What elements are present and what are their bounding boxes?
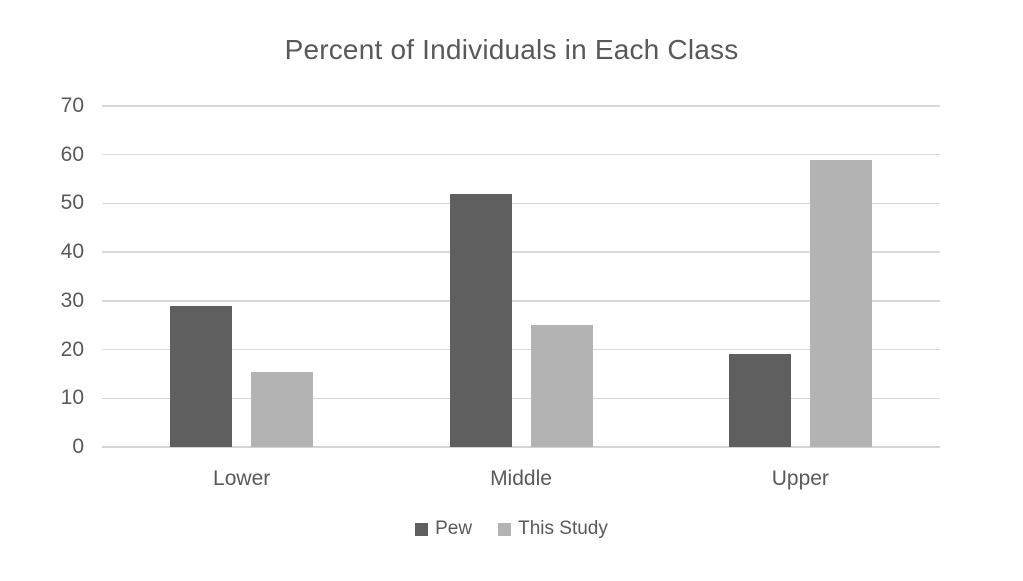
legend-swatch-this-study-icon xyxy=(498,522,512,536)
y-tick-label-10: 10 xyxy=(60,386,84,410)
y-gridline-40 xyxy=(102,251,940,253)
legend-label-pew: Pew xyxy=(435,518,473,539)
plot-area xyxy=(102,105,940,448)
y-tick-label-0: 0 xyxy=(72,435,84,458)
x-category-label-lower: Lower xyxy=(213,467,271,490)
y-gridline-20 xyxy=(102,348,940,351)
bar-pew-upper xyxy=(728,354,791,447)
bar-this-study-middle xyxy=(530,325,593,447)
y-gridline-10 xyxy=(102,397,940,400)
bar-pew-lower xyxy=(170,305,233,447)
legend-item-this-study: This Study xyxy=(498,519,608,539)
y-tick-label-30: 30 xyxy=(60,288,84,312)
chart-title: Percent of Individuals in Each Class xyxy=(284,34,739,65)
legend-label-this-study: This Study xyxy=(518,518,608,539)
bar-this-study-upper xyxy=(809,159,872,447)
legend-item-pew: Pew xyxy=(415,519,472,539)
x-category-label-middle: Middle xyxy=(490,467,552,490)
bar-pew-middle xyxy=(449,193,512,447)
y-gridline-30 xyxy=(102,300,940,302)
legend: Pew This Study xyxy=(0,519,1023,539)
y-tick-label-50: 50 xyxy=(60,191,84,215)
y-tick-label-40: 40 xyxy=(60,240,84,264)
legend-swatch-pew-icon xyxy=(415,522,429,536)
y-tick-label-70: 70 xyxy=(60,94,84,117)
bar-this-study-lower xyxy=(251,371,314,447)
y-gridline-70 xyxy=(102,105,940,107)
y-gridline-60 xyxy=(102,153,940,156)
x-category-label-upper: Upper xyxy=(771,467,829,490)
y-tick-label-20: 20 xyxy=(60,337,84,361)
y-tick-label-60: 60 xyxy=(60,142,84,166)
y-gridline-50 xyxy=(102,202,940,205)
y-gridline-0 xyxy=(102,446,940,448)
